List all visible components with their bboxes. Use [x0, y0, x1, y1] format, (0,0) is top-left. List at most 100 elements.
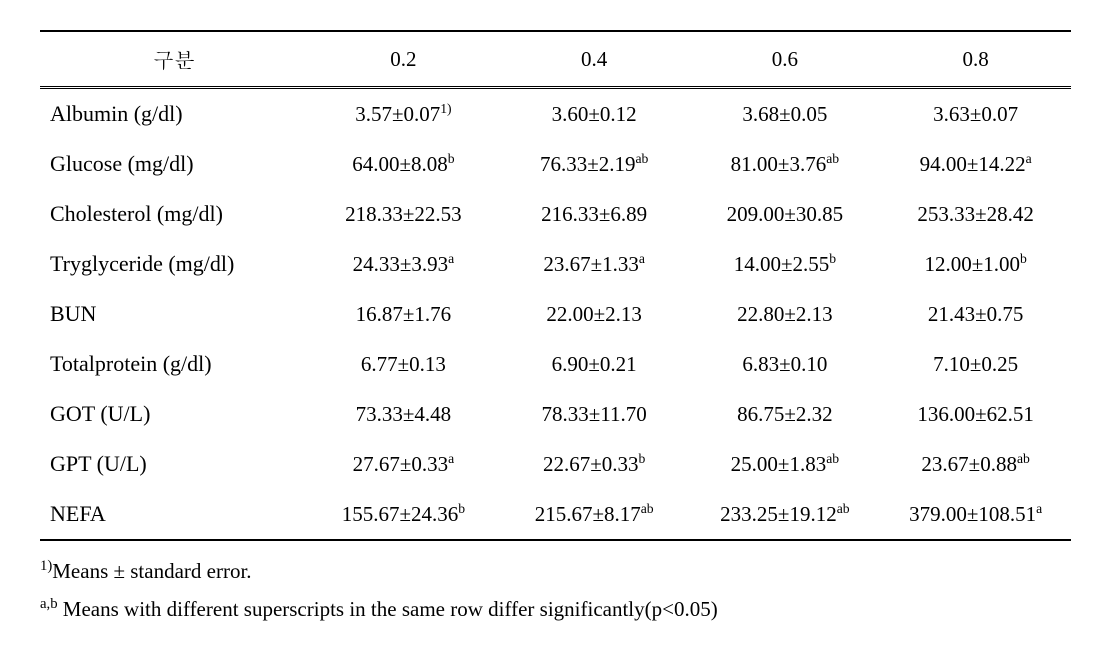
header-label: 구분	[40, 31, 308, 88]
cell-value: 81.00±3.76	[731, 152, 827, 176]
cell-value: 253.33±28.42	[917, 202, 1034, 226]
row-label: GOT (U/L)	[40, 389, 308, 439]
table-cell: 3.63±0.07	[880, 88, 1071, 140]
table-row: BUN 16.87±1.76 22.00±2.13 22.80±2.13 21.43±0…	[40, 289, 1071, 339]
cell-superscript: a	[1026, 151, 1032, 166]
cell-superscript: ab	[837, 501, 850, 516]
cell-value: 23.67±1.33	[543, 252, 639, 276]
table-cell: 81.00±3.76ab	[690, 139, 881, 189]
cell-value: 218.33±22.53	[345, 202, 462, 226]
cell-value: 22.67±0.33	[543, 452, 639, 476]
table-cell: 76.33±2.19ab	[499, 139, 690, 189]
table-cell: 94.00±14.22a	[880, 139, 1071, 189]
cell-value: 136.00±62.51	[917, 402, 1034, 426]
cell-superscript: ab	[1017, 451, 1030, 466]
cell-value: 3.57±0.07	[355, 102, 440, 126]
row-label: Cholesterol (mg/dl)	[40, 189, 308, 239]
cell-value: 22.80±2.13	[737, 302, 833, 326]
cell-value: 25.00±1.83	[731, 452, 827, 476]
footnote-2: a,b Means with different superscripts in…	[40, 591, 1071, 629]
row-label: GPT (U/L)	[40, 439, 308, 489]
cell-value: 21.43±0.75	[928, 302, 1024, 326]
table-row: Glucose (mg/dl)64.00±8.08b76.33±2.19ab81…	[40, 139, 1071, 189]
table-cell: 233.25±19.12ab	[690, 489, 881, 540]
cell-value: 7.10±0.25	[933, 352, 1018, 376]
row-label: Albumin (g/dl)	[40, 88, 308, 140]
cell-superscript: ab	[826, 451, 839, 466]
cell-superscript: a	[448, 251, 454, 266]
cell-superscript: ab	[635, 151, 648, 166]
cell-value: 215.67±8.17	[535, 502, 641, 526]
footnote-1-text: Means ± standard error.	[52, 559, 251, 583]
table-row: Tryglyceride (mg/dl)24.33±3.93a23.67±1.3…	[40, 239, 1071, 289]
cell-value: 64.00±8.08	[352, 152, 448, 176]
cell-value: 6.90±0.21	[552, 352, 637, 376]
table-cell: 7.10±0.25	[880, 339, 1071, 389]
table-cell: 379.00±108.51a	[880, 489, 1071, 540]
table-row: GOT (U/L) 73.33±4.48 78.33±11.70 86.75±2.32…	[40, 389, 1071, 439]
header-col-1: 0.4	[499, 31, 690, 88]
cell-value: 3.68±0.05	[742, 102, 827, 126]
table-cell: 25.00±1.83ab	[690, 439, 881, 489]
table-cell: 216.33±6.89	[499, 189, 690, 239]
row-label: NEFA	[40, 489, 308, 540]
footnote-1: 1)Means ± standard error.	[40, 553, 1071, 591]
table-cell: 215.67±8.17ab	[499, 489, 690, 540]
table-cell: 6.77±0.13	[308, 339, 499, 389]
header-col-3: 0.8	[880, 31, 1071, 88]
table-row: GPT (U/L)27.67±0.33a22.67±0.33b25.00±1.8…	[40, 439, 1071, 489]
table-cell: 21.43±0.75	[880, 289, 1071, 339]
cell-value: 6.83±0.10	[742, 352, 827, 376]
cell-value: 78.33±11.70	[542, 402, 647, 426]
cell-value: 86.75±2.32	[737, 402, 833, 426]
table-header-row: 구분 0.2 0.4 0.6 0.8	[40, 31, 1071, 88]
table-cell: 73.33±4.48	[308, 389, 499, 439]
table-row: Albumin (g/dl)3.57±0.071)3.60±0.123.68±0…	[40, 88, 1071, 140]
cell-value: 76.33±2.19	[540, 152, 636, 176]
table-cell: 209.00±30.85	[690, 189, 881, 239]
table-cell: 136.00±62.51	[880, 389, 1071, 439]
cell-superscript: 1)	[440, 101, 451, 116]
cell-value: 6.77±0.13	[361, 352, 446, 376]
table-cell: 78.33±11.70	[499, 389, 690, 439]
table-body: Albumin (g/dl)3.57±0.071)3.60±0.123.68±0…	[40, 88, 1071, 541]
footnote-2-sup: a,b	[40, 596, 58, 612]
cell-value: 22.00±2.13	[546, 302, 642, 326]
cell-superscript: ab	[826, 151, 839, 166]
cell-superscript: a	[1036, 501, 1042, 516]
footnote-1-sup: 1)	[40, 558, 52, 574]
table-cell: 218.33±22.53	[308, 189, 499, 239]
cell-value: 155.67±24.36	[342, 502, 459, 526]
table-cell: 3.57±0.071)	[308, 88, 499, 140]
table-cell: 16.87±1.76	[308, 289, 499, 339]
table-cell: 23.67±1.33a	[499, 239, 690, 289]
cell-value: 16.87±1.76	[356, 302, 452, 326]
cell-value: 23.67±0.88	[921, 452, 1017, 476]
cell-superscript: b	[639, 451, 646, 466]
cell-value: 24.33±3.93	[353, 252, 449, 276]
cell-value: 233.25±19.12	[720, 502, 837, 526]
cell-value: 216.33±6.89	[541, 202, 647, 226]
cell-value: 73.33±4.48	[356, 402, 452, 426]
table-row: NEFA155.67±24.36b215.67±8.17ab233.25±19.…	[40, 489, 1071, 540]
table-cell: 22.67±0.33b	[499, 439, 690, 489]
cell-superscript: ab	[641, 501, 654, 516]
cell-value: 3.60±0.12	[552, 102, 637, 126]
table-cell: 27.67±0.33a	[308, 439, 499, 489]
cell-value: 27.67±0.33	[353, 452, 449, 476]
cell-superscript: b	[829, 251, 836, 266]
table-cell: 253.33±28.42	[880, 189, 1071, 239]
header-col-2: 0.6	[690, 31, 881, 88]
table-cell: 22.00±2.13	[499, 289, 690, 339]
cell-superscript: b	[1020, 251, 1027, 266]
cell-value: 94.00±14.22	[920, 152, 1026, 176]
table-cell: 6.90±0.21	[499, 339, 690, 389]
table-cell: 64.00±8.08b	[308, 139, 499, 189]
footnotes: 1)Means ± standard error. a,b Means with…	[40, 553, 1071, 629]
cell-value: 14.00±2.55	[734, 252, 830, 276]
row-label: BUN	[40, 289, 308, 339]
cell-value: 379.00±108.51	[909, 502, 1036, 526]
table-cell: 12.00±1.00b	[880, 239, 1071, 289]
cell-superscript: a	[448, 451, 454, 466]
table-cell: 22.80±2.13	[690, 289, 881, 339]
